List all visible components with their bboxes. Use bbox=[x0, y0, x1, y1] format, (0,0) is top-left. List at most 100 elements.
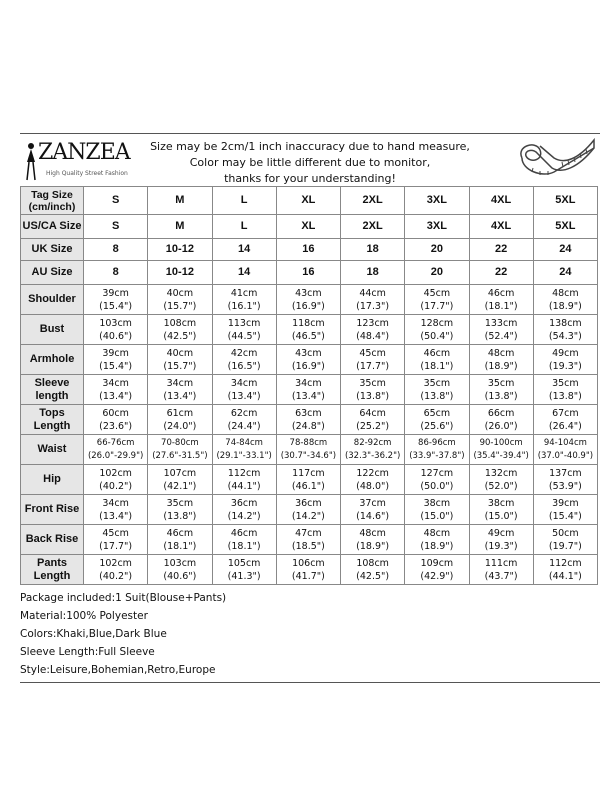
inch-value: (48.0") bbox=[356, 480, 390, 492]
measurement-row: Back Rise 45cm (17.7") 46cm (18.1") 46cm (18.1… bbox=[20, 524, 599, 555]
inch-value: (42.1") bbox=[163, 480, 197, 492]
row-label: Armhole bbox=[20, 344, 84, 375]
measurement-cell: 45cm (17.7") bbox=[404, 284, 470, 315]
inch-value: (53.9") bbox=[548, 480, 582, 492]
note-material: Material:100% Polyester bbox=[20, 610, 148, 622]
cm-value: 117cm bbox=[292, 467, 325, 479]
size-cell: 18 bbox=[339, 238, 406, 261]
measurement-cell: 36cm (14.2") bbox=[211, 494, 277, 525]
cm-value: 66cm bbox=[487, 407, 515, 419]
inch-value: (15.4") bbox=[99, 300, 133, 312]
size-row: Tag Size (cm/inch) S M L XL 2XL 3XL 4XL 5XL bbox=[20, 186, 599, 215]
measurement-cell: 102cm (40.2") bbox=[82, 464, 149, 495]
measurement-cell: 35cm (13.8") bbox=[339, 374, 406, 405]
cm-value: 90-100cm bbox=[479, 437, 523, 448]
measurement-row: Shoulder 39cm (15.4") 40cm (15.7") 41cm (16.1"… bbox=[20, 284, 599, 315]
size-cell: 14 bbox=[211, 238, 277, 261]
cm-value: 47cm bbox=[295, 527, 322, 539]
cm-value: 102cm bbox=[99, 557, 132, 569]
measurement-cell: 39cm (15.4") bbox=[532, 494, 599, 525]
cm-value: 34cm bbox=[166, 377, 194, 389]
cm-value: 64cm bbox=[359, 407, 386, 419]
size-cell: S bbox=[82, 186, 149, 215]
inch-value: (16.5") bbox=[227, 360, 261, 372]
cm-value: 128cm bbox=[420, 317, 454, 329]
measurement-cell: 133cm (52.4") bbox=[468, 314, 534, 345]
inch-value: (42.5") bbox=[356, 570, 390, 582]
inch-value: (15.4") bbox=[548, 510, 582, 522]
measurement-cell: 109cm (42.9") bbox=[404, 554, 470, 585]
cm-value: 39cm bbox=[552, 497, 579, 509]
cm-value: 36cm bbox=[295, 497, 322, 509]
size-cell: 3XL bbox=[404, 186, 470, 215]
cm-value: 39cm bbox=[102, 287, 129, 299]
measurement-cell: 43cm (16.9") bbox=[275, 284, 342, 315]
cm-value: 48cm bbox=[487, 347, 515, 359]
measurement-cell: 44cm (17.3") bbox=[339, 284, 406, 315]
measurement-cell: 90-100cm (35.4"-39.4") bbox=[468, 434, 534, 465]
measurement-cell: 128cm (50.4") bbox=[404, 314, 470, 345]
row-label: Bust bbox=[20, 314, 84, 345]
measurement-row: Sleeve length 34cm (13.4") 34cm (13.4") 34cm(… bbox=[20, 374, 599, 405]
measurement-cell: 113cm (44.5") bbox=[211, 314, 277, 345]
measurement-cell: 137cm (53.9") bbox=[532, 464, 599, 495]
measurement-cell: 34cm (13.4") bbox=[211, 374, 277, 405]
measurement-cell: 82-92cm (32.3"-36.2") bbox=[339, 434, 406, 465]
size-cell: 16 bbox=[275, 260, 342, 285]
measurement-cell: 102cm (40.2") bbox=[82, 554, 149, 585]
cm-value: 39cm bbox=[102, 347, 129, 359]
cm-value: 35cm bbox=[359, 377, 386, 389]
inch-value: (16.1") bbox=[227, 300, 261, 312]
size-notice: Size may be 2cm/1 inch inaccuracy due to… bbox=[140, 139, 480, 187]
measurement-cell: 34cm (13.4") bbox=[147, 374, 213, 405]
measurement-cell: 64cm (25.2") bbox=[339, 404, 406, 435]
cm-value: 46cm bbox=[230, 527, 258, 539]
measurement-cell: 46cm (18.1") bbox=[468, 284, 534, 315]
measurement-cell: 117cm (46.1") bbox=[275, 464, 342, 495]
cm-value: 82-92cm bbox=[353, 437, 392, 448]
cm-value: 108cm bbox=[163, 317, 197, 329]
inch-value: (18.9") bbox=[356, 540, 390, 552]
measurement-cell: 45cm (17.7") bbox=[339, 344, 406, 375]
cm-value: 43cm bbox=[295, 287, 322, 299]
inch-value: (40.6") bbox=[99, 330, 133, 342]
row-label: Waist bbox=[20, 434, 84, 465]
inch-value: (42.5") bbox=[163, 330, 197, 342]
cm-value: 112cm bbox=[227, 467, 261, 479]
row-label: UK Size bbox=[20, 238, 84, 261]
size-cell: 8 bbox=[82, 238, 149, 261]
inch-value: (13.4") bbox=[227, 390, 261, 402]
cm-value: 78-88cm bbox=[289, 437, 328, 448]
cm-value: 34cm bbox=[102, 497, 129, 509]
measurement-cell: 61cm (24.0") bbox=[147, 404, 213, 435]
size-cell: XL bbox=[275, 186, 342, 215]
measurement-cell: 38cm (15.0") bbox=[468, 494, 534, 525]
cm-value: 46cm bbox=[166, 527, 194, 539]
cm-value: 112cm bbox=[549, 557, 582, 569]
inch-value: (41.7") bbox=[291, 570, 325, 582]
size-cell: 4XL bbox=[468, 214, 534, 239]
measurement-cell: 39cm (15.4") bbox=[82, 284, 149, 315]
size-cell: 24 bbox=[532, 260, 599, 285]
size-cell: XL bbox=[275, 214, 342, 239]
measurement-cell: 66-76cm (26.0"-29.9") bbox=[82, 434, 149, 465]
cm-value: 94-104cm bbox=[543, 437, 587, 448]
inch-value: (18.1") bbox=[227, 540, 261, 552]
cm-value: 37cm bbox=[359, 497, 386, 509]
inch-value: (18.9") bbox=[420, 540, 454, 552]
measurement-cell: 37cm (14.6") bbox=[339, 494, 406, 525]
size-cell: 14 bbox=[211, 260, 277, 285]
row-label: Pants Length bbox=[20, 554, 84, 585]
measurement-cell: 108cm (42.5") bbox=[339, 554, 406, 585]
measurement-row: Bust 103cm (40.6") 108cm (42.5") 113cm (44.5")… bbox=[20, 314, 599, 345]
cm-value: 36cm bbox=[230, 497, 258, 509]
inch-value: (19.7") bbox=[548, 540, 582, 552]
size-cell: M bbox=[147, 214, 213, 239]
measurement-cell: 67cm (26.4") bbox=[532, 404, 599, 435]
inch-value: (40.2") bbox=[99, 480, 133, 492]
size-cell: 8 bbox=[82, 260, 149, 285]
cm-value: 74-84cm bbox=[225, 437, 263, 448]
measurement-cell: 112cm (44.1") bbox=[532, 554, 599, 585]
cm-value: 123cm bbox=[356, 317, 389, 329]
cm-value: 118cm bbox=[292, 317, 325, 329]
